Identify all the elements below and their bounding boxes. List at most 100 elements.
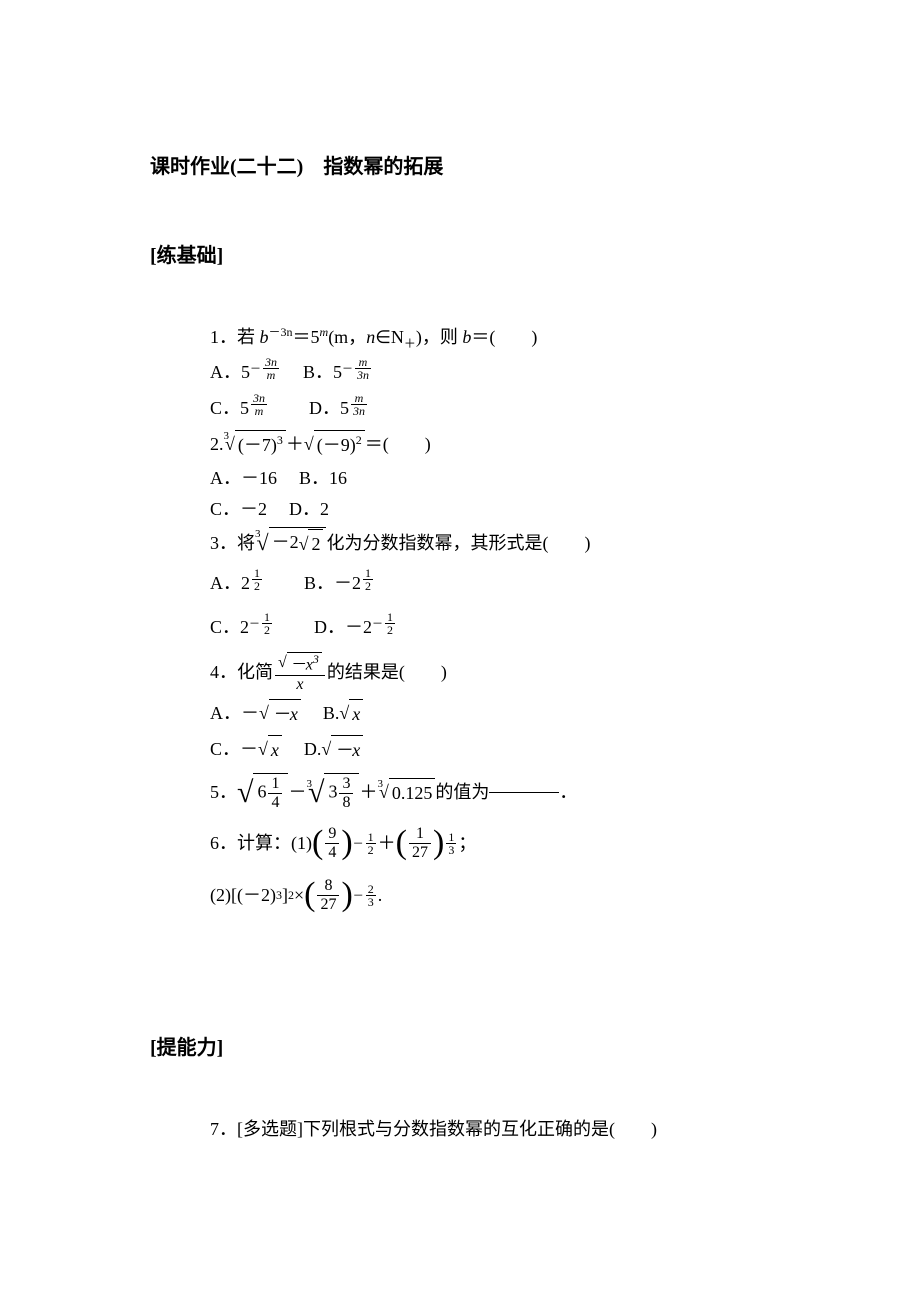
q6-p1-den: 4 — [325, 844, 339, 861]
q4-B: B. — [323, 699, 340, 728]
q3-prefix: 3．将 — [210, 529, 255, 558]
q1-suffix: )，则 — [416, 327, 463, 347]
q3-A-den: 2 — [252, 580, 262, 592]
q4-D-rad: －x — [331, 735, 363, 765]
q4-frac: √－x3x — [275, 652, 325, 692]
q6-p2-num: 1 — [409, 826, 431, 844]
q5-stem: 5．√614－3√338＋3√0.125的值为． — [210, 769, 770, 817]
advanced-block: 7．[多选题]下列根式与分数指数幂的互化正确的是( ) — [150, 1115, 770, 1144]
q6-plus: ＋ — [378, 829, 396, 858]
q5-plus: ＋ — [359, 778, 377, 807]
q2-rad2: (－9)2 — [314, 430, 365, 460]
q1-A: A．5 — [210, 358, 250, 387]
q1-cond: ∈N — [375, 327, 404, 347]
q2-A: A．－16 — [210, 468, 277, 488]
q6-exp3-neg: － — [353, 890, 364, 902]
q3-idx3: 3 — [255, 526, 261, 544]
q2-rad1: (－7)3 — [235, 430, 286, 460]
q1-var-b: b — [260, 327, 269, 347]
q1-A-num: 3n — [263, 356, 279, 369]
q1-B-num: m — [355, 356, 371, 369]
q2-ab: A．－16 B．16 — [210, 464, 770, 493]
q1-D-num: m — [351, 392, 367, 405]
q4-den: x — [275, 676, 325, 693]
q3-D-den: 2 — [385, 624, 395, 636]
q2-stem: 2.3√(－7)3＋√(－9)2＝( ) — [210, 428, 770, 462]
lparen-2: ( — [396, 828, 407, 859]
q2-rad1-txt: (－7) — [238, 435, 277, 455]
q1-B: B．5 — [303, 358, 342, 387]
q1-D: D．5 — [309, 394, 349, 423]
questions-block: 1．若 b－3n＝5m(m，n∈N＋)，则 b＝( ) A．5－3nm B．5－… — [150, 323, 770, 921]
q7: 7．[多选题]下列根式与分数指数幂的互化正确的是( ) — [210, 1115, 770, 1144]
q6-prefix: 6．计算：(1) — [210, 829, 312, 858]
q5-rad3: 0.125 — [389, 778, 436, 808]
lparen-3: ( — [304, 880, 315, 911]
q2-idx3: 3 — [224, 428, 230, 446]
q5-idx3: 3 — [306, 776, 312, 794]
q4-num-rad: －x3 — [287, 652, 322, 673]
q4-stem: 4．化简√－x3x的结果是( ) — [210, 651, 770, 695]
q3-inner: 2 — [308, 529, 323, 559]
q3-B: B．－2 — [304, 569, 361, 598]
q4-num: √－x3 — [275, 652, 325, 675]
q6-exp1-num: 1 — [366, 831, 376, 844]
q1-equals: ＝( ) — [471, 327, 537, 347]
worksheet-title: 课时作业(二十二) 指数幂的拓展 — [150, 150, 770, 179]
q6-semi: ； — [458, 829, 476, 858]
q1-C-den: m — [251, 405, 267, 417]
section-advanced: [提能力] — [150, 1031, 770, 1060]
q2-pow3: 3 — [277, 433, 283, 447]
q1-eq5: ＝5 — [293, 327, 320, 347]
q6-exp2-num: 1 — [446, 831, 456, 844]
q2-B: B．16 — [299, 468, 347, 488]
q1-B-neg: － — [342, 363, 353, 375]
sqrt-sign-2: √ — [304, 430, 314, 459]
q5-idx3b: 3 — [377, 776, 383, 794]
q2-prefix: 2. — [210, 430, 224, 459]
q4-B-rad: x — [349, 699, 363, 729]
q5-prefix: 5． — [210, 778, 237, 807]
q3-cd: C．2－12 D．－2－12 — [210, 607, 770, 649]
q6-exp3-den: 3 — [366, 896, 376, 908]
q5-m2-den: 8 — [339, 794, 353, 811]
q4-prefix: 4．化简 — [210, 658, 273, 687]
q6-part2: (2)[(－2)3]2×(827)－23. — [210, 871, 770, 921]
q5-m2-int: 3 — [328, 781, 337, 801]
q6-exp2-den: 3 — [446, 844, 456, 856]
sqrt-sign-8: √ — [258, 735, 268, 764]
q6-times: × — [294, 881, 304, 910]
q1-text: 1．若 — [210, 327, 260, 347]
rparen-3: ) — [341, 880, 352, 911]
q5-m1-int: 6 — [257, 781, 266, 801]
q2-cd: C．－2 D．2 — [210, 495, 770, 524]
q3-D-neg: － — [372, 618, 383, 630]
sqrt-sign-4: √ — [299, 530, 309, 559]
q5-m1-den: 4 — [268, 794, 282, 811]
q6-exp1: －12 — [353, 827, 378, 856]
q4-D: D. — [304, 735, 322, 764]
q1-sub-plus: ＋ — [404, 337, 416, 351]
q1-C: C．5 — [210, 394, 249, 423]
q5-minus: － — [288, 778, 306, 807]
lparen-1: ( — [312, 828, 323, 859]
sqrt-sign-9: √ — [321, 735, 331, 764]
q2-D: D．2 — [289, 499, 329, 519]
q1-mid: (m， — [328, 327, 366, 347]
q4-num-pow: 3 — [313, 652, 319, 666]
q2-C: C．－2 — [210, 499, 267, 519]
q3-C-neg: － — [249, 618, 260, 630]
q3-B-den: 2 — [363, 580, 373, 592]
q3-A-num: 1 — [252, 567, 262, 580]
q6-p2-prefix: (2)[(－2) — [210, 881, 276, 910]
q1-D-den: 3n — [351, 405, 367, 417]
q5-rad1: 614 — [253, 773, 288, 813]
q1-B-den: 3n — [355, 369, 371, 381]
q3-ab: A．212 B．－212 — [210, 563, 770, 605]
q3-C: C．2 — [210, 613, 249, 642]
q2-rad2-txt: (－9) — [317, 435, 356, 455]
q4-ab: A．－√－x B.√x — [210, 697, 770, 731]
q1-exp-m: m — [320, 325, 329, 339]
q3-C-den: 2 — [262, 624, 272, 636]
q6-exp3: －23 — [353, 879, 378, 908]
